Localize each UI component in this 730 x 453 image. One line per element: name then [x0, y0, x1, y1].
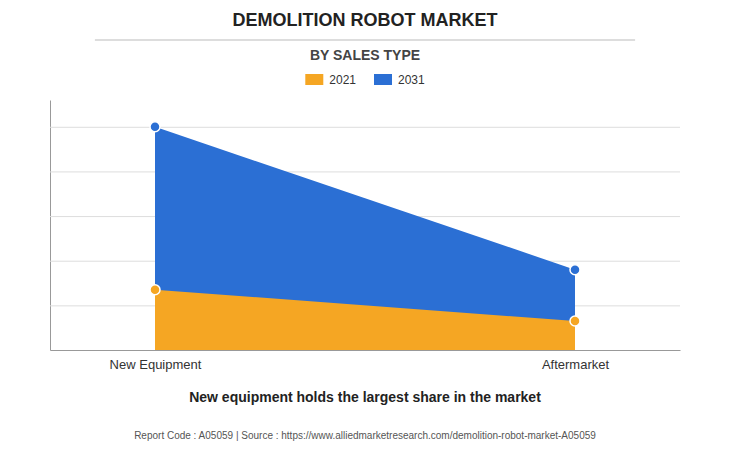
marker: [570, 316, 580, 326]
area: [155, 127, 575, 350]
x-axis: New Equipment Aftermarket: [51, 350, 681, 372]
x-tick-label: New Equipment: [110, 357, 202, 372]
x-tick-label: Aftermarket: [542, 357, 610, 372]
legend-label: 2031: [398, 73, 425, 87]
chart: DEMOLITION ROBOT MARKET BY SALES TYPE New …: [0, 0, 730, 453]
marker: [150, 285, 160, 295]
marker: [570, 265, 580, 275]
legend-swatch: [305, 74, 323, 85]
title-underline: [95, 40, 635, 41]
marker: [150, 122, 160, 132]
area: [155, 290, 575, 350]
marks: [150, 122, 580, 350]
grid-line: [50, 127, 680, 128]
y-axis-line: [50, 101, 51, 351]
footer: Report Code : A05059 | Source : https://…: [134, 430, 596, 441]
title: DEMOLITION ROBOT MARKET: [233, 10, 498, 30]
plot: New Equipment Aftermarket: [50, 101, 681, 373]
x-tick: New Equipment: [110, 350, 202, 372]
y-tick: [50, 171, 680, 172]
legend-label: 2021: [329, 73, 356, 87]
y-axis: [50, 101, 680, 351]
x-tick: Aftermarket: [542, 350, 610, 372]
legend-item: 2021: [305, 73, 356, 87]
subtitle: BY SALES TYPE: [310, 47, 420, 63]
x-axis-line: [51, 350, 681, 351]
legend: 2021 2031: [305, 73, 425, 87]
legend-swatch: [374, 74, 392, 85]
legend-item: 2031: [374, 73, 425, 87]
grid-line: [50, 171, 680, 172]
annotation: New equipment holds the largest share in…: [189, 389, 541, 405]
y-tick: [50, 127, 680, 128]
